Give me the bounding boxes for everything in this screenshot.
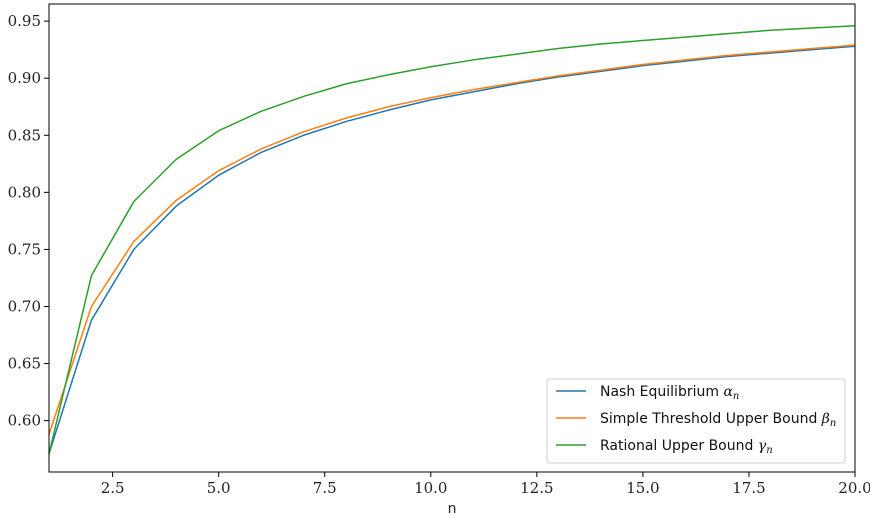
x-axis: 2.5 5.0 7.5 10.0 12.5 15.0 17.5 20.0 (101, 472, 870, 497)
y-tick-label: 0.65 (8, 355, 41, 373)
y-tick-label: 0.80 (8, 183, 41, 201)
series-line-2 (48, 44, 856, 435)
legend-items: Nash Equilibrium αn Simple Threshold Uppe… (556, 384, 836, 456)
legend-label-3: Rational Upper Bound γn (600, 438, 773, 456)
y-tick-label: 0.70 (8, 297, 41, 315)
series-line-1 (48, 45, 856, 454)
series-line-3 (48, 24, 856, 454)
x-tick-label: 15.0 (626, 479, 659, 497)
x-tick-label: 17.5 (732, 479, 765, 497)
y-tick-label: 0.90 (8, 69, 41, 87)
legend-label-1: Nash Equilibrium αn (600, 384, 739, 402)
y-axis: 0.60 0.65 0.70 0.75 0.80 0.85 0.90 0.95 (8, 12, 49, 430)
x-axis-label: n (448, 501, 457, 517)
legend-box (546, 378, 846, 464)
plot-frame (48, 3, 856, 473)
x-tick-label: 5.0 (207, 479, 231, 497)
legend: Nash Equilibrium αn Simple Threshold Uppe… (546, 378, 846, 464)
x-tick-label: 12.5 (520, 479, 553, 497)
series-layer (48, 24, 856, 454)
y-tick-label: 0.75 (8, 240, 41, 258)
y-tick-label: 0.85 (8, 126, 41, 144)
x-tick-label: 10.0 (414, 479, 447, 497)
y-tick-label: 0.95 (8, 12, 41, 30)
x-tick-label: 2.5 (101, 479, 125, 497)
x-tick-label: 7.5 (313, 479, 337, 497)
x-tick-label: 20.0 (838, 479, 870, 497)
y-tick-label: 0.60 (8, 412, 41, 430)
legend-label-2: Simple Threshold Upper Bound βn (600, 411, 836, 429)
